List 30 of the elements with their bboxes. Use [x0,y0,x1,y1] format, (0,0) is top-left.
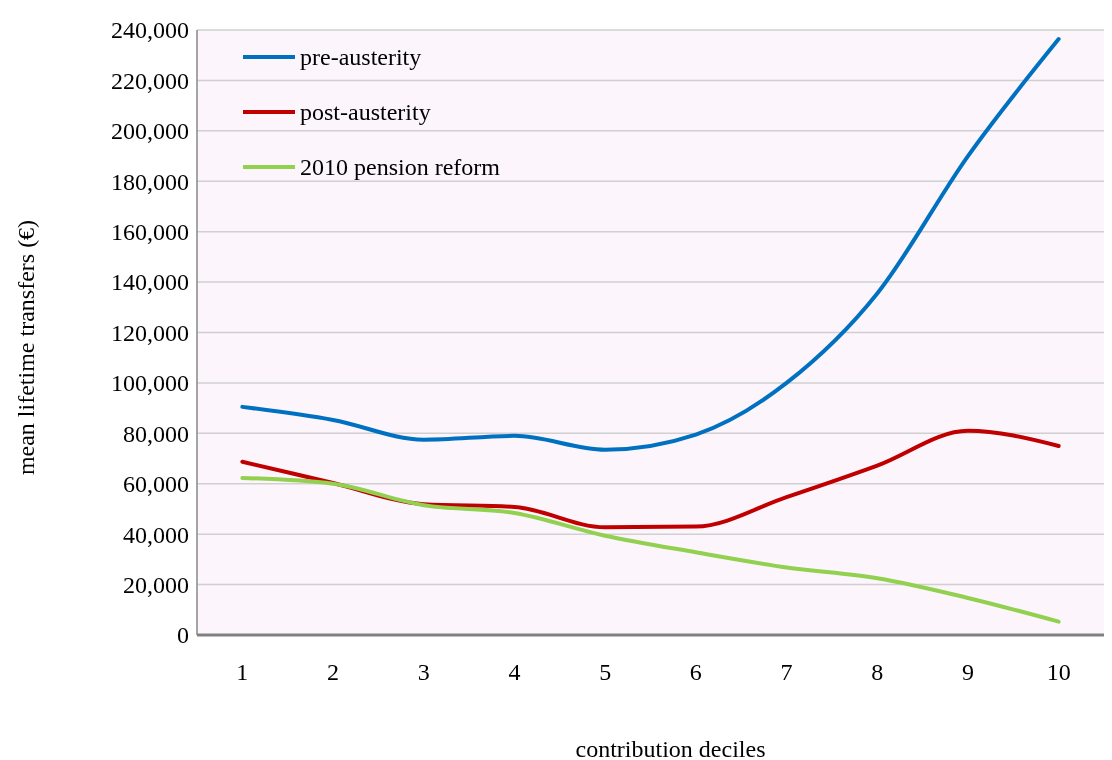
legend-label: pre-austerity [300,44,422,71]
x-tick-label: 10 [1046,659,1071,685]
x-tick-label: 4 [508,659,521,685]
x-tick-label: 5 [599,659,612,685]
x-axis-title: contribution deciles [575,736,766,760]
y-tick-label: 180,000 [111,168,189,195]
x-tick-label: 3 [417,659,430,685]
x-tick-label: 8 [871,659,884,685]
x-tick-label: 9 [961,659,974,685]
line-series [240,37,1061,452]
x-tick-label: 7 [780,659,793,685]
y-tick-label: 20,000 [123,571,189,598]
y-tick-label: 140,000 [111,269,189,296]
y-tick-label: 240,000 [111,17,189,44]
y-tick-label: 80,000 [123,420,189,447]
x-tick-label: 1 [236,659,249,685]
y-tick-label: 120,000 [111,319,189,346]
legend-label: 2010 pension reform [300,154,501,181]
x-tick-label: 2 [327,659,340,685]
y-tick-label: 40,000 [123,521,189,548]
y-tick-label: 160,000 [111,219,189,246]
y-tick-label: 0 [177,622,189,649]
y-tick-label: 220,000 [111,67,189,94]
y-tick-label: 200,000 [111,118,189,145]
line-series [240,475,1061,624]
y-tick-label: 100,000 [111,370,189,397]
y-tick-label: 60,000 [123,471,189,498]
y-axis-title: mean lifetime transfers (€) [13,219,39,476]
x-tick-label: 6 [689,659,702,685]
legend-label: post-austerity [300,99,431,126]
